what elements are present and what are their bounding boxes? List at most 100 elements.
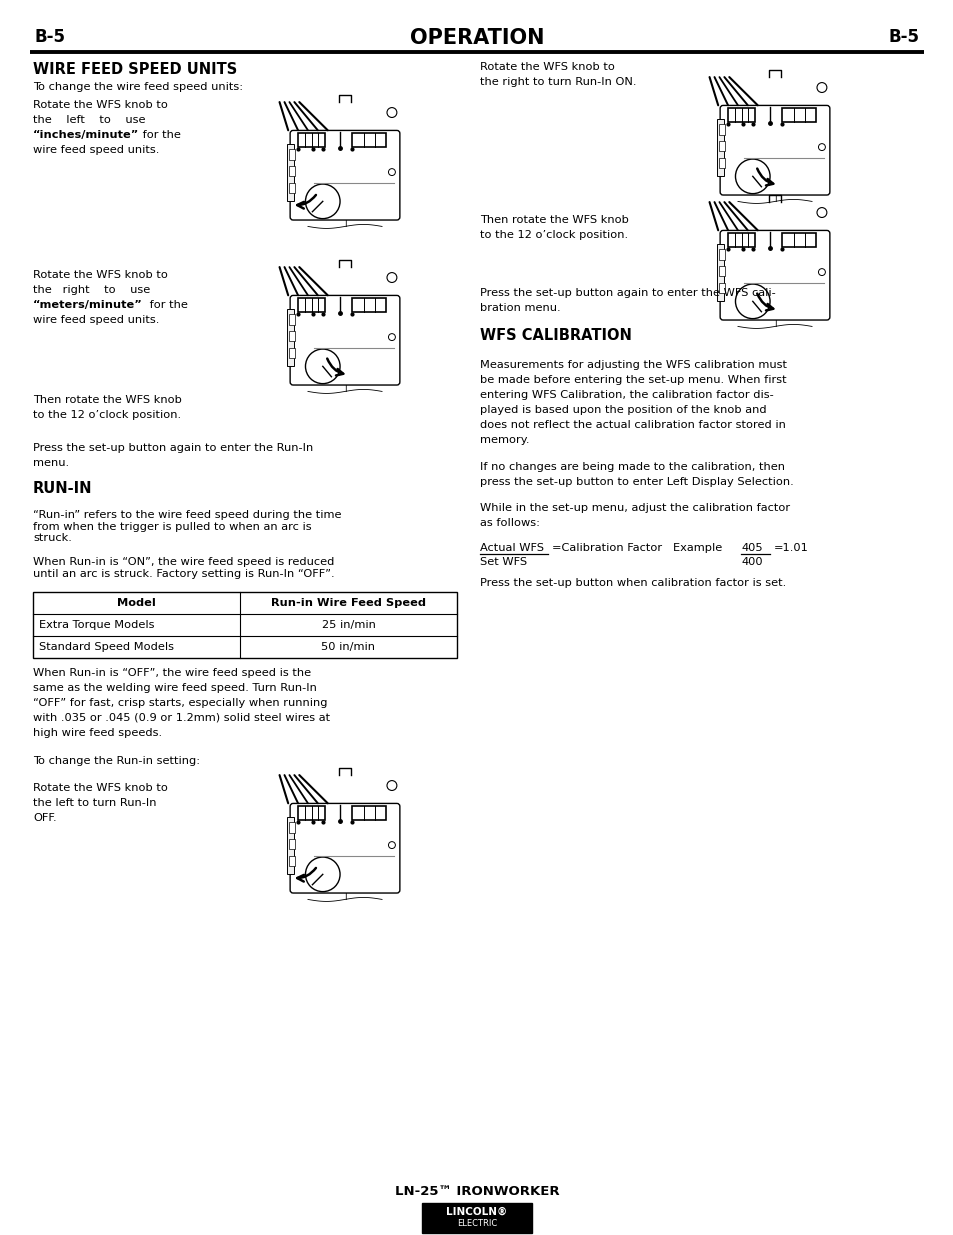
Text: Press the set-up button when calibration factor is set.: Press the set-up button when calibration… [479, 578, 785, 588]
Text: 25 in/min: 25 in/min [321, 620, 375, 630]
Text: wire feed speed units.: wire feed speed units. [33, 144, 159, 156]
Text: 405: 405 [741, 543, 762, 553]
Text: WFS CALIBRATION: WFS CALIBRATION [479, 329, 631, 343]
Text: played is based upon the position of the knob and: played is based upon the position of the… [479, 405, 766, 415]
Bar [352, 299, 385, 312]
FancyBboxPatch shape [290, 804, 399, 893]
Text: entering WFS Calibration, the calibration factor dis-: entering WFS Calibration, the calibratio… [479, 390, 773, 400]
Text: as follows:: as follows: [479, 517, 539, 529]
Text: I: I [343, 893, 346, 902]
Bar [717, 243, 723, 301]
Bar [421, 1203, 532, 1233]
Text: menu.: menu. [33, 458, 69, 468]
Bar [719, 124, 724, 135]
Bar [727, 109, 755, 122]
Bar [297, 806, 325, 820]
Bar [717, 119, 723, 177]
Text: LN-25™ IRONWORKER: LN-25™ IRONWORKER [395, 1186, 558, 1198]
Text: be made before entering the set-up menu. When first: be made before entering the set-up menu.… [479, 375, 786, 385]
Text: Model: Model [117, 598, 155, 608]
Text: 50 in/min: 50 in/min [321, 642, 375, 652]
Bar [289, 165, 294, 177]
Bar [719, 266, 724, 277]
Bar [289, 183, 294, 193]
Text: Actual WFS: Actual WFS [479, 543, 543, 553]
Text: Then rotate the WFS knob: Then rotate the WFS knob [33, 395, 182, 405]
Text: B-5: B-5 [35, 28, 66, 46]
Text: the left to turn Run-In: the left to turn Run-In [33, 798, 156, 808]
Text: B-5: B-5 [888, 28, 919, 46]
Bar [289, 839, 294, 850]
Text: Measurements for adjusting the WFS calibration must: Measurements for adjusting the WFS calib… [479, 359, 786, 370]
Bar [297, 299, 325, 312]
Text: to the 12 o’clock position.: to the 12 o’clock position. [479, 230, 627, 240]
Text: the    left    to    use: the left to use [33, 115, 146, 125]
Text: high wire feed speeds.: high wire feed speeds. [33, 727, 162, 739]
Bar [781, 233, 815, 247]
Text: To change the Run-in setting:: To change the Run-in setting: [33, 756, 200, 766]
Text: press the set-up button to enter Left Display Selection.: press the set-up button to enter Left Di… [479, 477, 793, 487]
Text: 400: 400 [741, 557, 762, 567]
Text: LINCOLN®: LINCOLN® [446, 1207, 507, 1216]
Text: does not reflect the actual calibration factor stored in: does not reflect the actual calibration … [479, 420, 785, 430]
Text: Extra Torque Models: Extra Torque Models [39, 620, 154, 630]
Text: =Calibration Factor   Example: =Calibration Factor Example [552, 543, 721, 553]
Bar [297, 133, 325, 147]
Text: same as the welding wire feed speed. Turn Run-In: same as the welding wire feed speed. Tur… [33, 683, 316, 693]
Text: When Run-in is “OFF”, the wire feed speed is the: When Run-in is “OFF”, the wire feed spee… [33, 668, 311, 678]
Text: wire feed speed units.: wire feed speed units. [33, 315, 159, 325]
Text: Then rotate the WFS knob: Then rotate the WFS knob [479, 215, 628, 225]
Bar [781, 109, 815, 122]
Bar [33, 592, 456, 658]
Text: OPERATION: OPERATION [410, 28, 543, 48]
Text: to the 12 o’clock position.: to the 12 o’clock position. [33, 410, 181, 420]
FancyArrowPatch shape [297, 195, 315, 209]
Bar [289, 314, 294, 325]
Text: ELECTRIC: ELECTRIC [456, 1219, 497, 1228]
Text: OFF.: OFF. [33, 813, 56, 823]
Bar [287, 309, 294, 367]
Bar [287, 143, 294, 201]
FancyArrowPatch shape [757, 168, 773, 185]
FancyBboxPatch shape [290, 295, 399, 385]
Text: Rotate the WFS knob to: Rotate the WFS knob to [33, 100, 168, 110]
Text: I: I [343, 220, 346, 230]
Bar [352, 133, 385, 147]
Bar [289, 331, 294, 341]
Text: Press the set-up button again to enter the WFS cali-: Press the set-up button again to enter t… [479, 288, 775, 298]
Text: Press the set-up button again to enter the Run-In: Press the set-up button again to enter t… [33, 443, 313, 453]
Bar [719, 141, 724, 151]
FancyBboxPatch shape [720, 231, 829, 320]
Text: I: I [343, 385, 346, 394]
Text: I: I [773, 195, 776, 204]
Text: for the: for the [146, 300, 188, 310]
Bar [289, 856, 294, 866]
FancyArrowPatch shape [757, 294, 773, 310]
FancyBboxPatch shape [290, 131, 399, 220]
Text: the   right    to    use: the right to use [33, 285, 150, 295]
Text: Rotate the WFS knob to: Rotate the WFS knob to [479, 62, 615, 72]
Text: Set WFS: Set WFS [479, 557, 527, 567]
Text: “meters/minute”: “meters/minute” [33, 300, 143, 310]
Bar [727, 233, 755, 247]
Text: with .035 or .045 (0.9 or 1.2mm) solid steel wires at: with .035 or .045 (0.9 or 1.2mm) solid s… [33, 713, 330, 722]
FancyBboxPatch shape [720, 105, 829, 195]
Bar [719, 283, 724, 293]
Text: “inches/minute”: “inches/minute” [33, 130, 139, 140]
Text: =1.01: =1.01 [773, 543, 808, 553]
Text: When Run-in is “ON”, the wire feed speed is reduced
until an arc is struck. Fact: When Run-in is “ON”, the wire feed speed… [33, 557, 335, 579]
Text: Rotate the WFS knob to: Rotate the WFS knob to [33, 270, 168, 280]
Bar [352, 806, 385, 820]
Text: the right to turn Run-In ON.: the right to turn Run-In ON. [479, 77, 636, 86]
Bar [289, 149, 294, 159]
Bar [719, 249, 724, 259]
FancyArrowPatch shape [327, 358, 343, 375]
Text: memory.: memory. [479, 435, 529, 445]
Text: If no changes are being made to the calibration, then: If no changes are being made to the cali… [479, 462, 784, 472]
Text: To change the wire feed speed units:: To change the wire feed speed units: [33, 82, 243, 91]
Text: Run-in Wire Feed Speed: Run-in Wire Feed Speed [271, 598, 426, 608]
Text: While in the set-up menu, adjust the calibration factor: While in the set-up menu, adjust the cal… [479, 503, 789, 513]
Text: RUN-IN: RUN-IN [33, 480, 92, 496]
Bar [287, 816, 294, 874]
Text: “OFF” for fast, crisp starts, especially when running: “OFF” for fast, crisp starts, especially… [33, 698, 327, 708]
